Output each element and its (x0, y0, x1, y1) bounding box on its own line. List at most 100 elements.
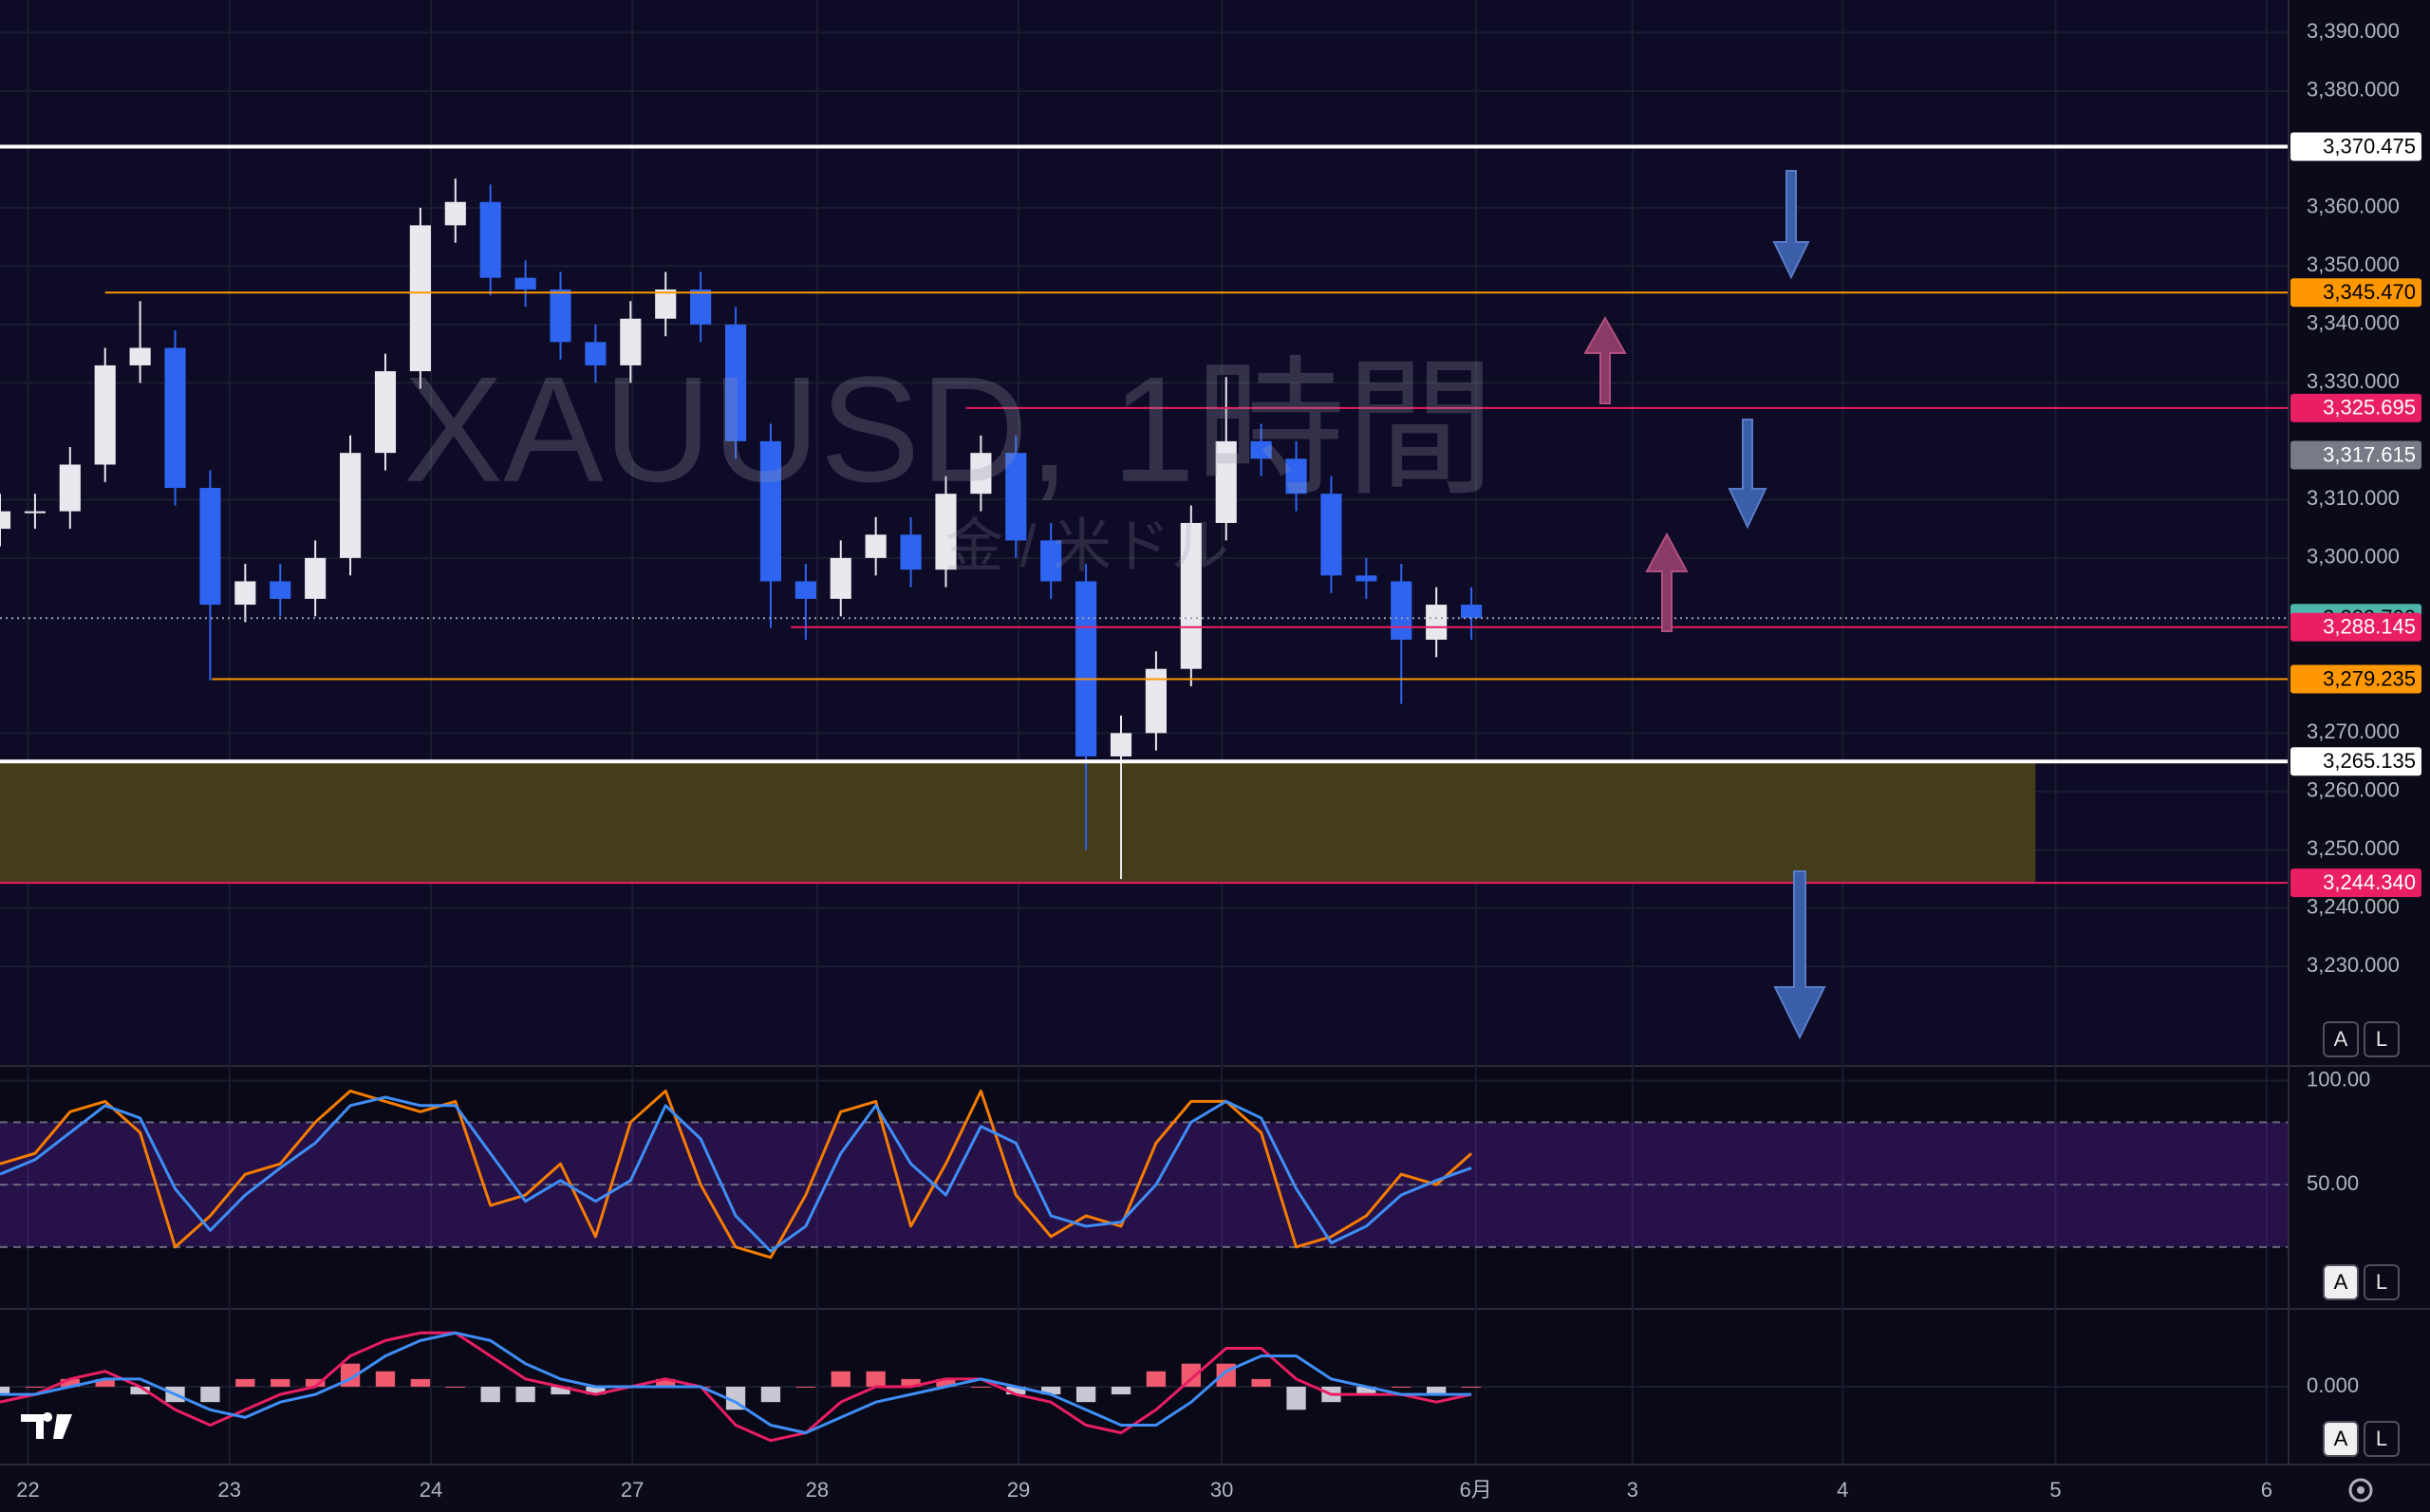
scale-button-label[interactable]: L (2376, 1027, 2387, 1051)
arrow-down (1772, 170, 1810, 280)
price-label-box (2290, 278, 2421, 308)
arrow-up (1583, 315, 1627, 404)
candle-body (1285, 458, 1307, 495)
x-tick-label: 23 (217, 1478, 240, 1502)
scale-button[interactable] (2323, 1264, 2359, 1300)
scale-button[interactable] (2364, 1421, 2400, 1457)
histogram-bar (410, 1378, 431, 1387)
scale-button-label[interactable]: A (2334, 1427, 2348, 1450)
price-label: 3,317.615 (2323, 442, 2416, 466)
scale-button-label[interactable]: L (2376, 1427, 2387, 1450)
histogram-bar (1461, 1387, 1482, 1388)
arrow-down (1728, 419, 1767, 530)
scale-button[interactable] (2364, 1264, 2400, 1300)
histogram-bar (130, 1387, 150, 1395)
watermark-symbol: XAUUSD, 1時間 (403, 346, 1495, 513)
y-tick-label: 3,360.000 (2307, 195, 2400, 218)
main-pane (0, 0, 2288, 1064)
y-tick-label: 3,250.000 (2307, 836, 2400, 860)
price-label-box (2290, 664, 2421, 694)
histogram-bar (515, 1387, 535, 1403)
scale-button[interactable] (2323, 1021, 2359, 1057)
histogram-bar (656, 1378, 676, 1387)
candle-body (655, 289, 677, 319)
y-tick-label: 3,380.000 (2307, 78, 2400, 102)
price-label-box (2290, 747, 2421, 776)
candle-body (865, 534, 887, 558)
histogram-bar (1146, 1371, 1167, 1387)
indicator-line (0, 1331, 1472, 1435)
candle-body (234, 581, 256, 606)
x-tick-label: 28 (806, 1478, 829, 1502)
scale-button-label[interactable]: L (2376, 1270, 2387, 1294)
x-tick-label: 30 (1210, 1478, 1233, 1502)
y-tick-label: 3,310.000 (2307, 486, 2400, 510)
candle-body (270, 581, 291, 599)
price-label-box (2290, 132, 2421, 161)
histogram-bar (1111, 1387, 1131, 1395)
scale-button[interactable] (2323, 1421, 2359, 1457)
scale-button-label[interactable]: A (2334, 1270, 2348, 1294)
histogram-bar (1286, 1387, 1306, 1410)
candle-body (514, 277, 536, 290)
x-tick-label: 5 (2049, 1478, 2061, 1502)
settings-icon[interactable] (2348, 1478, 2373, 1503)
candle-body (409, 225, 431, 372)
indicator-line (0, 1331, 1472, 1443)
y-tick-label: 3,260.000 (2307, 778, 2400, 802)
y-tick-label: 3,390.000 (2307, 19, 2400, 43)
x-tick-label: 6 (2261, 1478, 2272, 1502)
watermark-description: 金 / 米ドル (944, 513, 1229, 579)
candle-body (585, 342, 607, 365)
candle-body (1005, 453, 1027, 541)
scale-button[interactable] (2364, 1021, 2400, 1057)
candle-body (1075, 581, 1097, 756)
gear-center[interactable] (2357, 1486, 2365, 1494)
stochastic-pane (0, 1067, 2288, 1307)
candle-body (94, 364, 116, 465)
annotation-arrows (1583, 315, 1689, 632)
histogram-bar (551, 1387, 570, 1395)
y-tick-label: 0.000 (2307, 1373, 2359, 1397)
price-label: 3,325.695 (2323, 396, 2416, 420)
histogram-bar (480, 1387, 500, 1403)
price-label-box (2290, 612, 2421, 642)
price-label: 3,244.340 (2323, 870, 2416, 894)
histogram-bar (95, 1378, 115, 1387)
histogram-bar (200, 1387, 220, 1403)
candle-body (479, 201, 501, 278)
gear[interactable] (2348, 1478, 2373, 1503)
scale-button-label[interactable]: A (2334, 1027, 2348, 1051)
histogram-bar (445, 1387, 465, 1388)
histogram-bar (971, 1387, 991, 1388)
histogram-bar (1006, 1387, 1026, 1395)
price-label-box (2290, 440, 2421, 470)
candle-body (1355, 575, 1377, 582)
y-tick-label: 3,330.000 (2307, 369, 2400, 393)
y-tick-label: 100.00 (2307, 1067, 2370, 1091)
candle-body (935, 494, 957, 570)
histogram-bar (1181, 1363, 1201, 1387)
histogram-bar (936, 1378, 956, 1387)
histogram-bar (375, 1371, 396, 1387)
price-label: 3,345.470 (2323, 280, 2416, 304)
candle-body (1180, 522, 1202, 669)
candle-body (1461, 605, 1483, 619)
candle-body (1215, 440, 1237, 523)
candle-body (374, 371, 397, 454)
histogram-bar (586, 1387, 606, 1395)
histogram-bar (760, 1387, 781, 1403)
candle-body (830, 557, 851, 599)
y-tick-label: 50.00 (2307, 1171, 2359, 1195)
histogram-bar (795, 1387, 816, 1388)
y-tick-label: 3,240.000 (2307, 895, 2400, 919)
candle-body (1391, 581, 1412, 640)
candle-body (1110, 733, 1132, 756)
x-tick-label: 4 (1837, 1478, 1848, 1502)
y-tick-label: 3,270.000 (2307, 719, 2400, 743)
candle-body (1145, 668, 1167, 734)
candle-body (759, 440, 782, 582)
histogram-bar (1356, 1387, 1376, 1395)
